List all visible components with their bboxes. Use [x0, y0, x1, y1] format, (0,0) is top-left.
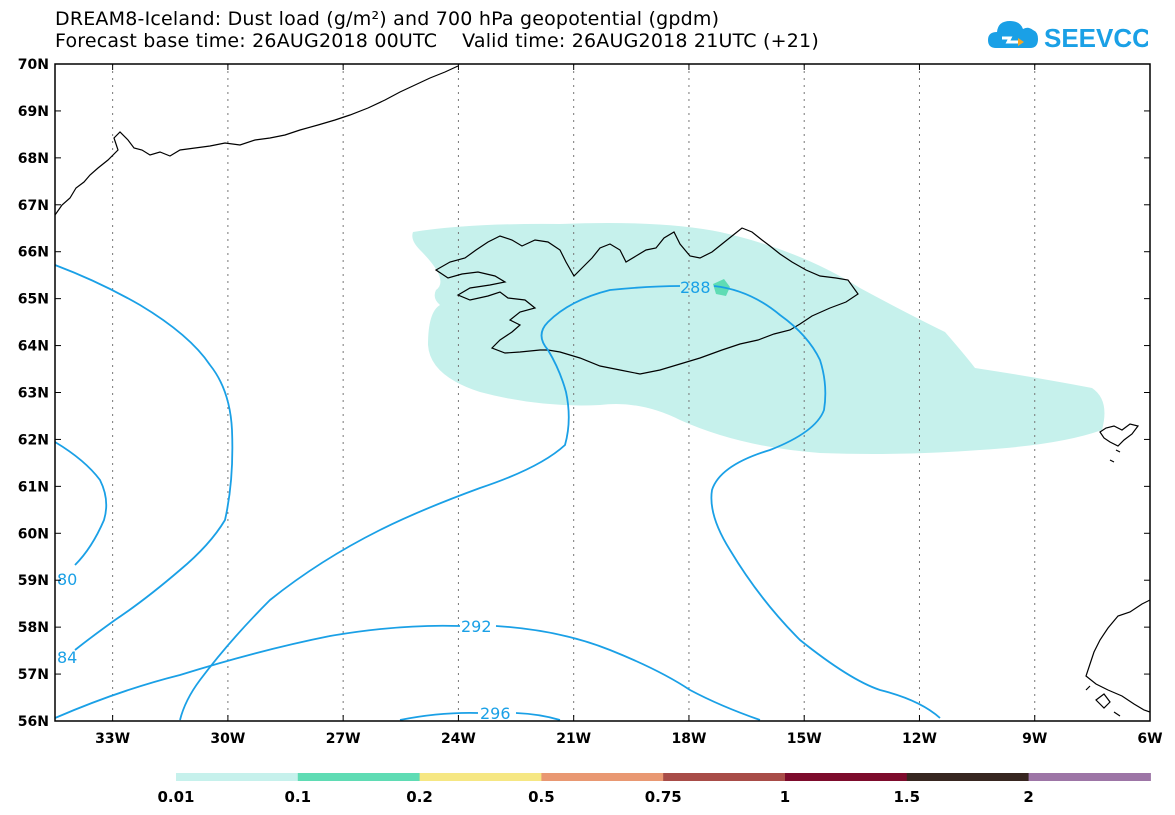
contour-label-284: 84 [57, 648, 77, 667]
contour-292 [55, 624, 761, 721]
colorbar-swatch [1028, 773, 1151, 781]
hebrides-coastline [1085, 685, 1121, 717]
contour-label-292: 292 [461, 617, 492, 636]
logo-text: SEEVCCC [1044, 23, 1148, 53]
lon-label: 30W [210, 731, 245, 747]
contour-280 [55, 441, 108, 566]
colorbar-swatch [906, 773, 1030, 781]
lat-label: 61N [18, 479, 49, 495]
lon-label: 33W [95, 731, 130, 747]
colorbar-swatch [663, 773, 786, 781]
greenland-coastline [55, 65, 459, 216]
lat-label: 70N [18, 57, 49, 73]
longitude-axis: 33W 30W 27W 24W 21W 18W 15W 12W 9W 6W [95, 64, 1163, 747]
geopotential-contours [55, 264, 941, 721]
contour-296 [399, 711, 561, 721]
cloud-icon [988, 21, 1038, 48]
colorbar-swatch [785, 773, 908, 781]
colorbar-swatch [419, 773, 542, 781]
contour-label-288: 288 [680, 278, 711, 297]
lon-label: 24W [441, 731, 476, 747]
contour-284 [55, 264, 234, 651]
latitude-axis: 70N 69N 68N 67N 66N 65N 64N 63N 62N 61N 60N 59N 58N 5… [18, 57, 1150, 730]
lat-label: 60N [18, 526, 49, 542]
colorbar-swatch [176, 773, 299, 781]
colorbar-tick-label: 0.01 [157, 788, 194, 806]
colorbar-tick-label: 0.1 [285, 788, 312, 806]
contour-288-west [179, 349, 570, 721]
gridlines [112, 64, 1036, 721]
colorbar-tick-label: 0.5 [528, 788, 555, 806]
iceland-coastline [434, 227, 859, 375]
lat-label: 64N [18, 339, 49, 355]
seevccc-logo: SEEVCCC [988, 21, 1148, 53]
map-title: DREAM8-Iceland: Dust load (g/m²) and 700… [55, 8, 720, 30]
colorbar-swatch [541, 773, 664, 781]
map-subtitle: Forecast base time: 26AUG2018 00UTC Vali… [55, 30, 819, 52]
lon-label: 6W [1137, 731, 1162, 747]
lon-label: 21W [556, 731, 591, 747]
faroe-islands-coastline [1099, 423, 1140, 463]
lat-label: 59N [18, 573, 49, 589]
lon-label: 9W [1022, 731, 1047, 747]
lon-label: 18W [671, 731, 706, 747]
lat-label: 67N [18, 198, 49, 214]
colorbar-swatch [297, 773, 421, 781]
lat-label: 66N [18, 245, 49, 261]
lat-label: 57N [18, 667, 49, 683]
lat-label: 69N [18, 104, 49, 120]
colorbar-tick-label: 1.5 [894, 788, 921, 806]
colorbar-tick-label: 1 [780, 788, 790, 806]
scotland-coastline [1085, 599, 1150, 713]
lon-label: 27W [326, 731, 361, 747]
lat-label: 68N [18, 151, 49, 167]
lon-label: 15W [787, 731, 822, 747]
colorbar-tick-label: 2 [1023, 788, 1033, 806]
colorbar-tick-label: 0.2 [406, 788, 433, 806]
lat-label: 63N [18, 386, 49, 402]
lat-label: 62N [18, 432, 49, 448]
contour-label-280: 80 [57, 570, 77, 589]
dust-region-low [412, 223, 1105, 454]
colorbar-tick-label: 0.75 [645, 788, 682, 806]
coastlines [55, 65, 1150, 717]
lat-label: 58N [18, 620, 49, 636]
lat-label: 65N [18, 292, 49, 308]
contour-label-296: 296 [480, 704, 511, 723]
contour-288 [540, 285, 941, 719]
lon-label: 12W [902, 731, 937, 747]
colorbar: 0.01 0.1 0.2 0.5 0.75 1 1.5 2 [157, 773, 1151, 806]
lat-label: 56N [18, 714, 49, 730]
